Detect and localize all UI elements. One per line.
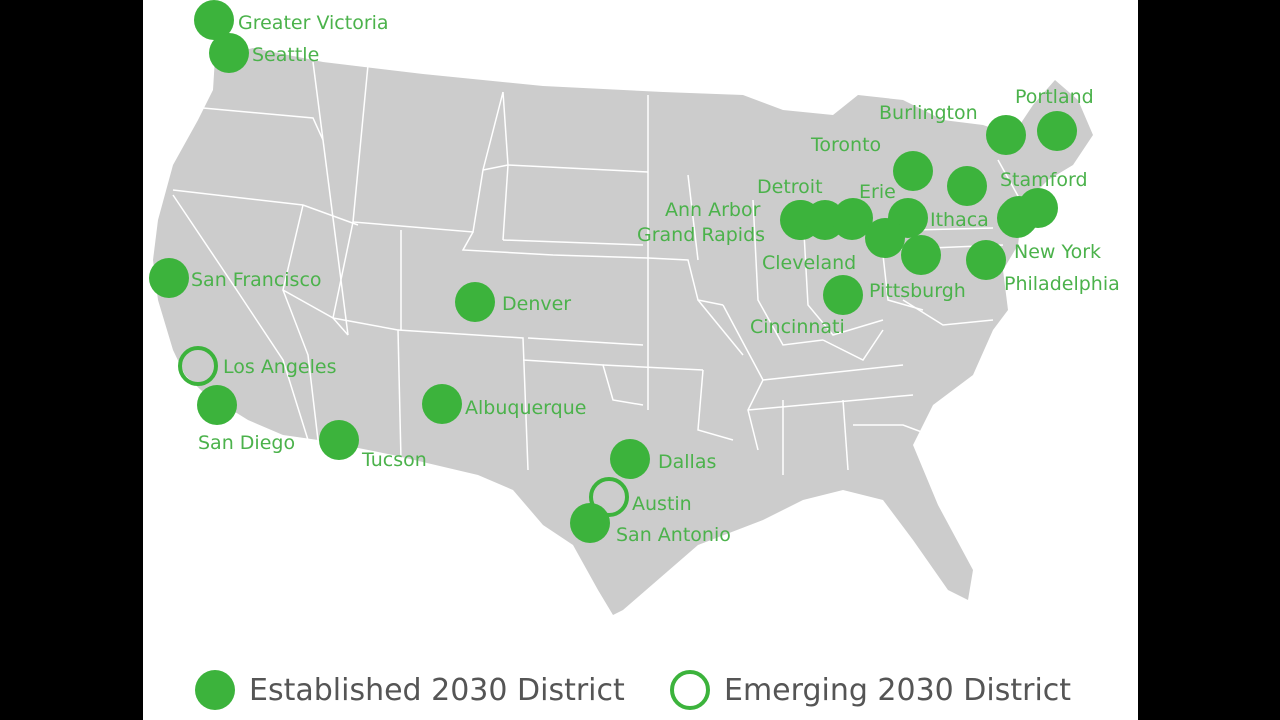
city-label-los-angeles: Los Angeles: [223, 356, 336, 378]
city-label-cincinnati: Cincinnati: [750, 316, 845, 338]
city-marker-los-angeles: [178, 346, 218, 386]
city-label-cleveland: Cleveland: [762, 252, 856, 274]
legend-established-label: Established 2030 District: [249, 672, 625, 708]
legend-emerging: Emerging 2030 District: [670, 668, 1071, 712]
city-label-toronto: Toronto: [810, 134, 881, 156]
city-marker-grand-rapids: [832, 200, 872, 240]
city-markers: Greater Victoria Seattle San Francisco Los …: [149, 0, 1120, 546]
city-label-albuquerque: Albuquerque: [465, 397, 586, 419]
map-panel: Greater Victoria Seattle San Francisco Los …: [143, 0, 1138, 720]
city-label-pittsburgh: Pittsburgh: [869, 280, 966, 302]
city-marker-albuquerque: [422, 384, 462, 424]
city-label-burlington: Burlington: [879, 102, 978, 124]
city-marker-san-francisco: [149, 258, 189, 298]
city-label-san-diego: San Diego: [198, 432, 295, 454]
established-marker-icon: [195, 670, 235, 710]
city-label-seattle: Seattle: [252, 44, 319, 66]
legend-emerging-label: Emerging 2030 District: [724, 672, 1072, 708]
city-label-austin: Austin: [632, 493, 692, 515]
city-marker-denver: [455, 282, 495, 322]
city-label-greater-victoria: Greater Victoria: [238, 12, 389, 34]
city-label-san-francisco: San Francisco: [191, 269, 322, 291]
city-label-portland: Portland: [1015, 86, 1094, 108]
city-marker-burlington: [986, 115, 1026, 155]
city-marker-cincinnati: [823, 275, 863, 315]
city-marker-san-diego: [197, 385, 237, 425]
city-marker-stamford: [947, 166, 987, 206]
city-label-detroit: Detroit: [757, 176, 823, 198]
emerging-marker-icon: [670, 670, 710, 710]
city-label-dallas: Dallas: [658, 451, 716, 473]
city-label-ann-arbor: Ann Arbor: [665, 199, 761, 221]
city-marker-seattle: [209, 33, 249, 73]
city-label-grand-rapids: Grand Rapids: [637, 224, 765, 246]
city-marker-san-antonio: [570, 503, 610, 543]
city-label-denver: Denver: [502, 293, 571, 315]
city-marker-dallas: [610, 439, 650, 479]
city-label-ithaca: Ithaca: [930, 209, 989, 231]
us-land: [153, 48, 1093, 615]
city-label-san-antonio: San Antonio: [616, 524, 731, 546]
city-marker-portland: [1037, 111, 1077, 151]
city-marker-cleveland: [865, 218, 905, 258]
city-label-philadelphia: Philadelphia: [1004, 273, 1120, 295]
city-marker-new-york: [1018, 188, 1058, 228]
city-marker-greater-victoria: [194, 0, 234, 40]
city-marker-philadelphia: [966, 240, 1006, 280]
city-marker-tucson: [319, 420, 359, 460]
us-map: Greater Victoria Seattle San Francisco Los …: [149, 0, 1120, 615]
city-marker-austin: [589, 477, 629, 517]
city-label-stamford: Stamford: [1000, 169, 1088, 191]
legend-established: Established 2030 District: [195, 668, 625, 712]
city-label-new-york: New York: [1014, 241, 1101, 263]
city-label-tucson: Tucson: [361, 449, 427, 471]
state-borders: [172, 61, 1024, 475]
city-marker-toronto: [893, 151, 933, 191]
city-label-erie: Erie: [859, 181, 896, 203]
city-marker-pittsburgh: [901, 235, 941, 275]
